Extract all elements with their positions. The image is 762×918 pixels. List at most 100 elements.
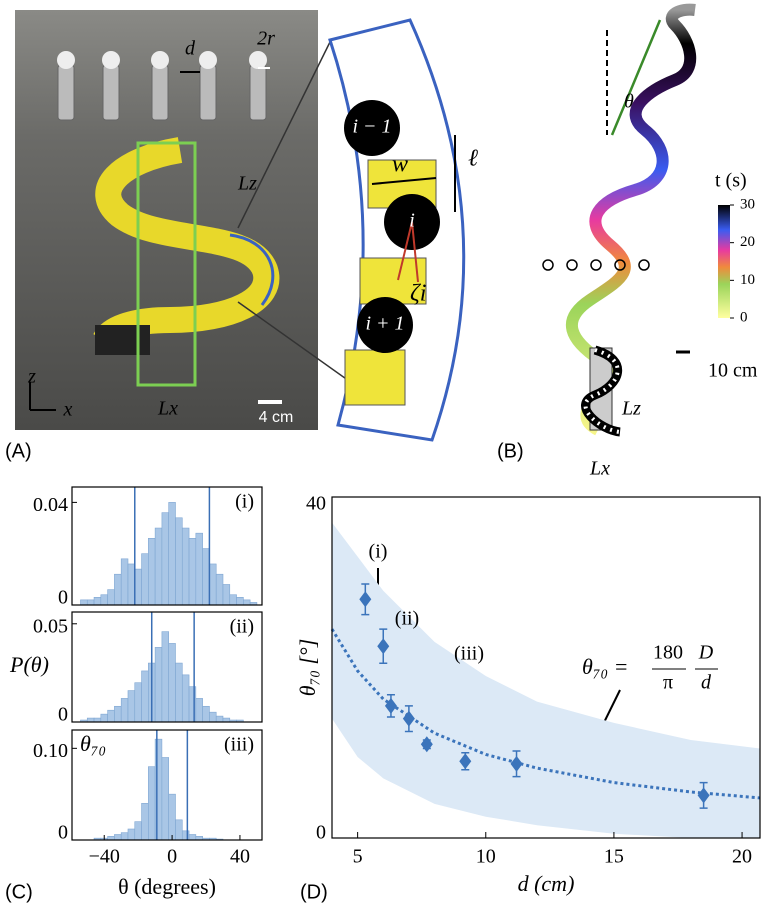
label-theta: θ [624,91,634,113]
bar [188,834,197,841]
inset [328,18,466,442]
photo-a [15,10,433,441]
bar [120,558,129,606]
bar [114,705,122,723]
x-tick-label: 20 [732,846,752,868]
axes-frame [71,486,263,606]
y-tick-label: 0.04 [33,494,68,516]
bar [181,527,190,606]
bar [229,594,237,606]
segment-label: i − 1 [352,116,391,138]
equation: 180 [653,642,683,664]
bar [202,548,210,606]
label-2r: 2r [257,28,275,50]
x-axis-label: d (cm) [518,871,575,896]
bar [86,599,95,606]
y-tick-label: 40 [306,493,326,515]
bar [141,553,149,606]
point [377,638,390,655]
bar [127,828,136,841]
bar [120,698,129,723]
panel-annotation: (iii) [224,734,254,756]
annotation: (i) [369,541,388,563]
bar [195,698,203,723]
label-w: w [392,152,408,178]
point [384,697,397,714]
bar [120,832,129,841]
bar [93,597,102,606]
colorbar-tick-label: 10 [740,272,755,288]
trajectory [542,3,730,437]
bar [195,532,203,606]
y-axis-label: θ₇₀ [°] [295,639,320,697]
annotation: (iii) [454,643,484,665]
scale-label: 4 cm [259,409,294,426]
panel-label: (B) [497,440,524,462]
x-axis-label: θ (degrees) [118,874,216,899]
colorbar-tick-label: 20 [740,234,755,250]
point [697,787,710,804]
axes-frame [71,729,263,841]
bar [236,597,244,606]
bar [168,793,176,841]
bar [154,527,163,606]
segment-label: i [409,210,415,232]
panel-label: (D) [300,881,328,903]
bar [80,599,88,606]
panel-annotation: (i) [235,491,254,513]
bar [107,589,115,606]
point [420,736,433,753]
panel-label: (A) [5,440,32,462]
x-tick-label: 5 [353,846,363,868]
label-d: d [185,38,196,60]
bar [148,538,156,606]
bar [141,803,149,841]
point [359,591,372,608]
equation: D [698,642,714,664]
y-tick-label: 0.05 [33,615,68,637]
bar [161,631,169,723]
equation: d [701,672,712,694]
colorbar-label: t (s) [715,170,747,192]
y-tick-label: 0.10 [33,740,68,762]
y-tick-label: 0 [58,587,68,609]
bar [168,643,176,723]
bar [127,563,136,606]
x-tick-label: 10 [476,846,496,868]
label-lz: Lz [621,398,641,420]
y-tick-label: 0 [58,822,68,844]
label-lx: Lx [157,398,178,420]
bar [127,690,136,723]
bar [154,647,163,723]
panel-label: (C) [5,881,33,903]
bar [202,705,210,723]
x-tick-label: 40 [230,846,250,868]
bar [215,715,224,723]
axis-x: x [63,399,73,421]
bar [168,502,176,606]
bar [100,713,108,723]
annotation: (ii) [395,608,419,630]
axis-z: z [27,366,36,388]
label-lz: Lz [237,173,257,195]
bar [209,563,217,606]
bar [134,821,142,841]
bar [161,512,169,606]
label-zeta: ζi [410,281,426,307]
x-tick-label: 0 [167,846,177,868]
bar [161,757,169,841]
scale-label: 10 cm [708,360,758,382]
bar [134,682,142,723]
bar [114,834,122,841]
annotation: θ₇₀ [80,731,106,756]
equation: θ₇₀ = [582,654,628,679]
label-ell: ℓ [468,146,478,172]
bar [107,709,115,723]
axes-frame [71,611,263,723]
fit-line [330,628,761,800]
bar [188,538,197,606]
point [510,755,523,772]
bar [100,594,108,606]
colorbar-tick-label: 30 [740,196,755,212]
